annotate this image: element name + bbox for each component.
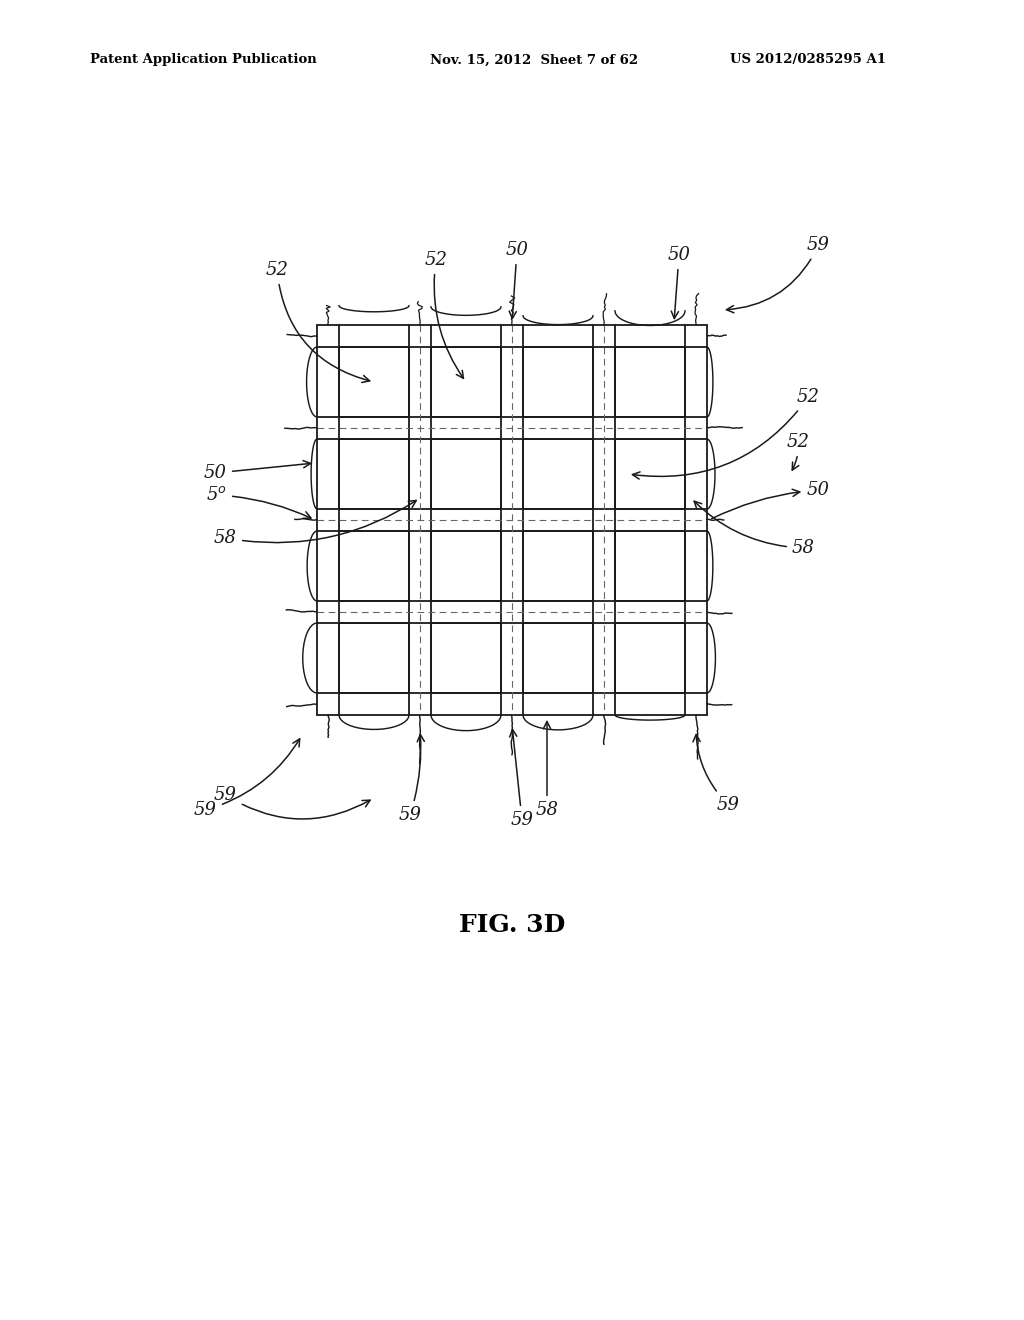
Text: 50: 50 — [204, 461, 310, 482]
Text: 58: 58 — [536, 722, 558, 818]
Bar — [339, 623, 409, 693]
Text: Nov. 15, 2012  Sheet 7 of 62: Nov. 15, 2012 Sheet 7 of 62 — [430, 54, 638, 66]
Bar — [431, 347, 501, 417]
Bar — [317, 693, 707, 715]
Text: US 2012/0285295 A1: US 2012/0285295 A1 — [730, 54, 886, 66]
Bar — [431, 531, 501, 601]
Text: 52: 52 — [425, 251, 464, 379]
Bar — [523, 440, 593, 510]
Bar — [523, 531, 593, 601]
Text: 59: 59 — [726, 236, 830, 313]
Text: 58: 58 — [694, 502, 815, 557]
Text: 58: 58 — [214, 500, 416, 546]
Bar — [615, 440, 685, 510]
Bar — [317, 510, 707, 531]
Bar — [523, 347, 593, 417]
Text: Patent Application Publication: Patent Application Publication — [90, 54, 316, 66]
Bar — [615, 623, 685, 693]
Text: 50: 50 — [506, 242, 528, 318]
Text: 59: 59 — [194, 739, 300, 818]
Bar — [339, 347, 409, 417]
Bar — [523, 623, 593, 693]
Text: 50: 50 — [668, 246, 690, 318]
Text: 5$^o$: 5$^o$ — [206, 486, 311, 519]
Text: 59: 59 — [214, 785, 370, 818]
Bar — [615, 531, 685, 601]
Text: 52: 52 — [265, 261, 370, 383]
Text: 59: 59 — [510, 730, 534, 829]
Text: 52: 52 — [787, 433, 810, 470]
Text: 52: 52 — [633, 388, 820, 479]
Bar — [615, 347, 685, 417]
Text: 59: 59 — [693, 734, 740, 814]
Bar — [431, 440, 501, 510]
Text: FIG. 3D: FIG. 3D — [459, 913, 565, 937]
Bar — [431, 623, 501, 693]
Bar — [685, 325, 707, 715]
Bar — [339, 440, 409, 510]
Bar — [593, 325, 615, 715]
Bar — [339, 531, 409, 601]
Text: 50: 50 — [712, 480, 830, 519]
Bar — [409, 325, 431, 715]
Text: 59: 59 — [398, 734, 424, 824]
Bar — [317, 417, 707, 440]
Bar — [501, 325, 523, 715]
Bar — [317, 325, 339, 715]
Bar — [317, 601, 707, 623]
Bar — [317, 325, 707, 347]
